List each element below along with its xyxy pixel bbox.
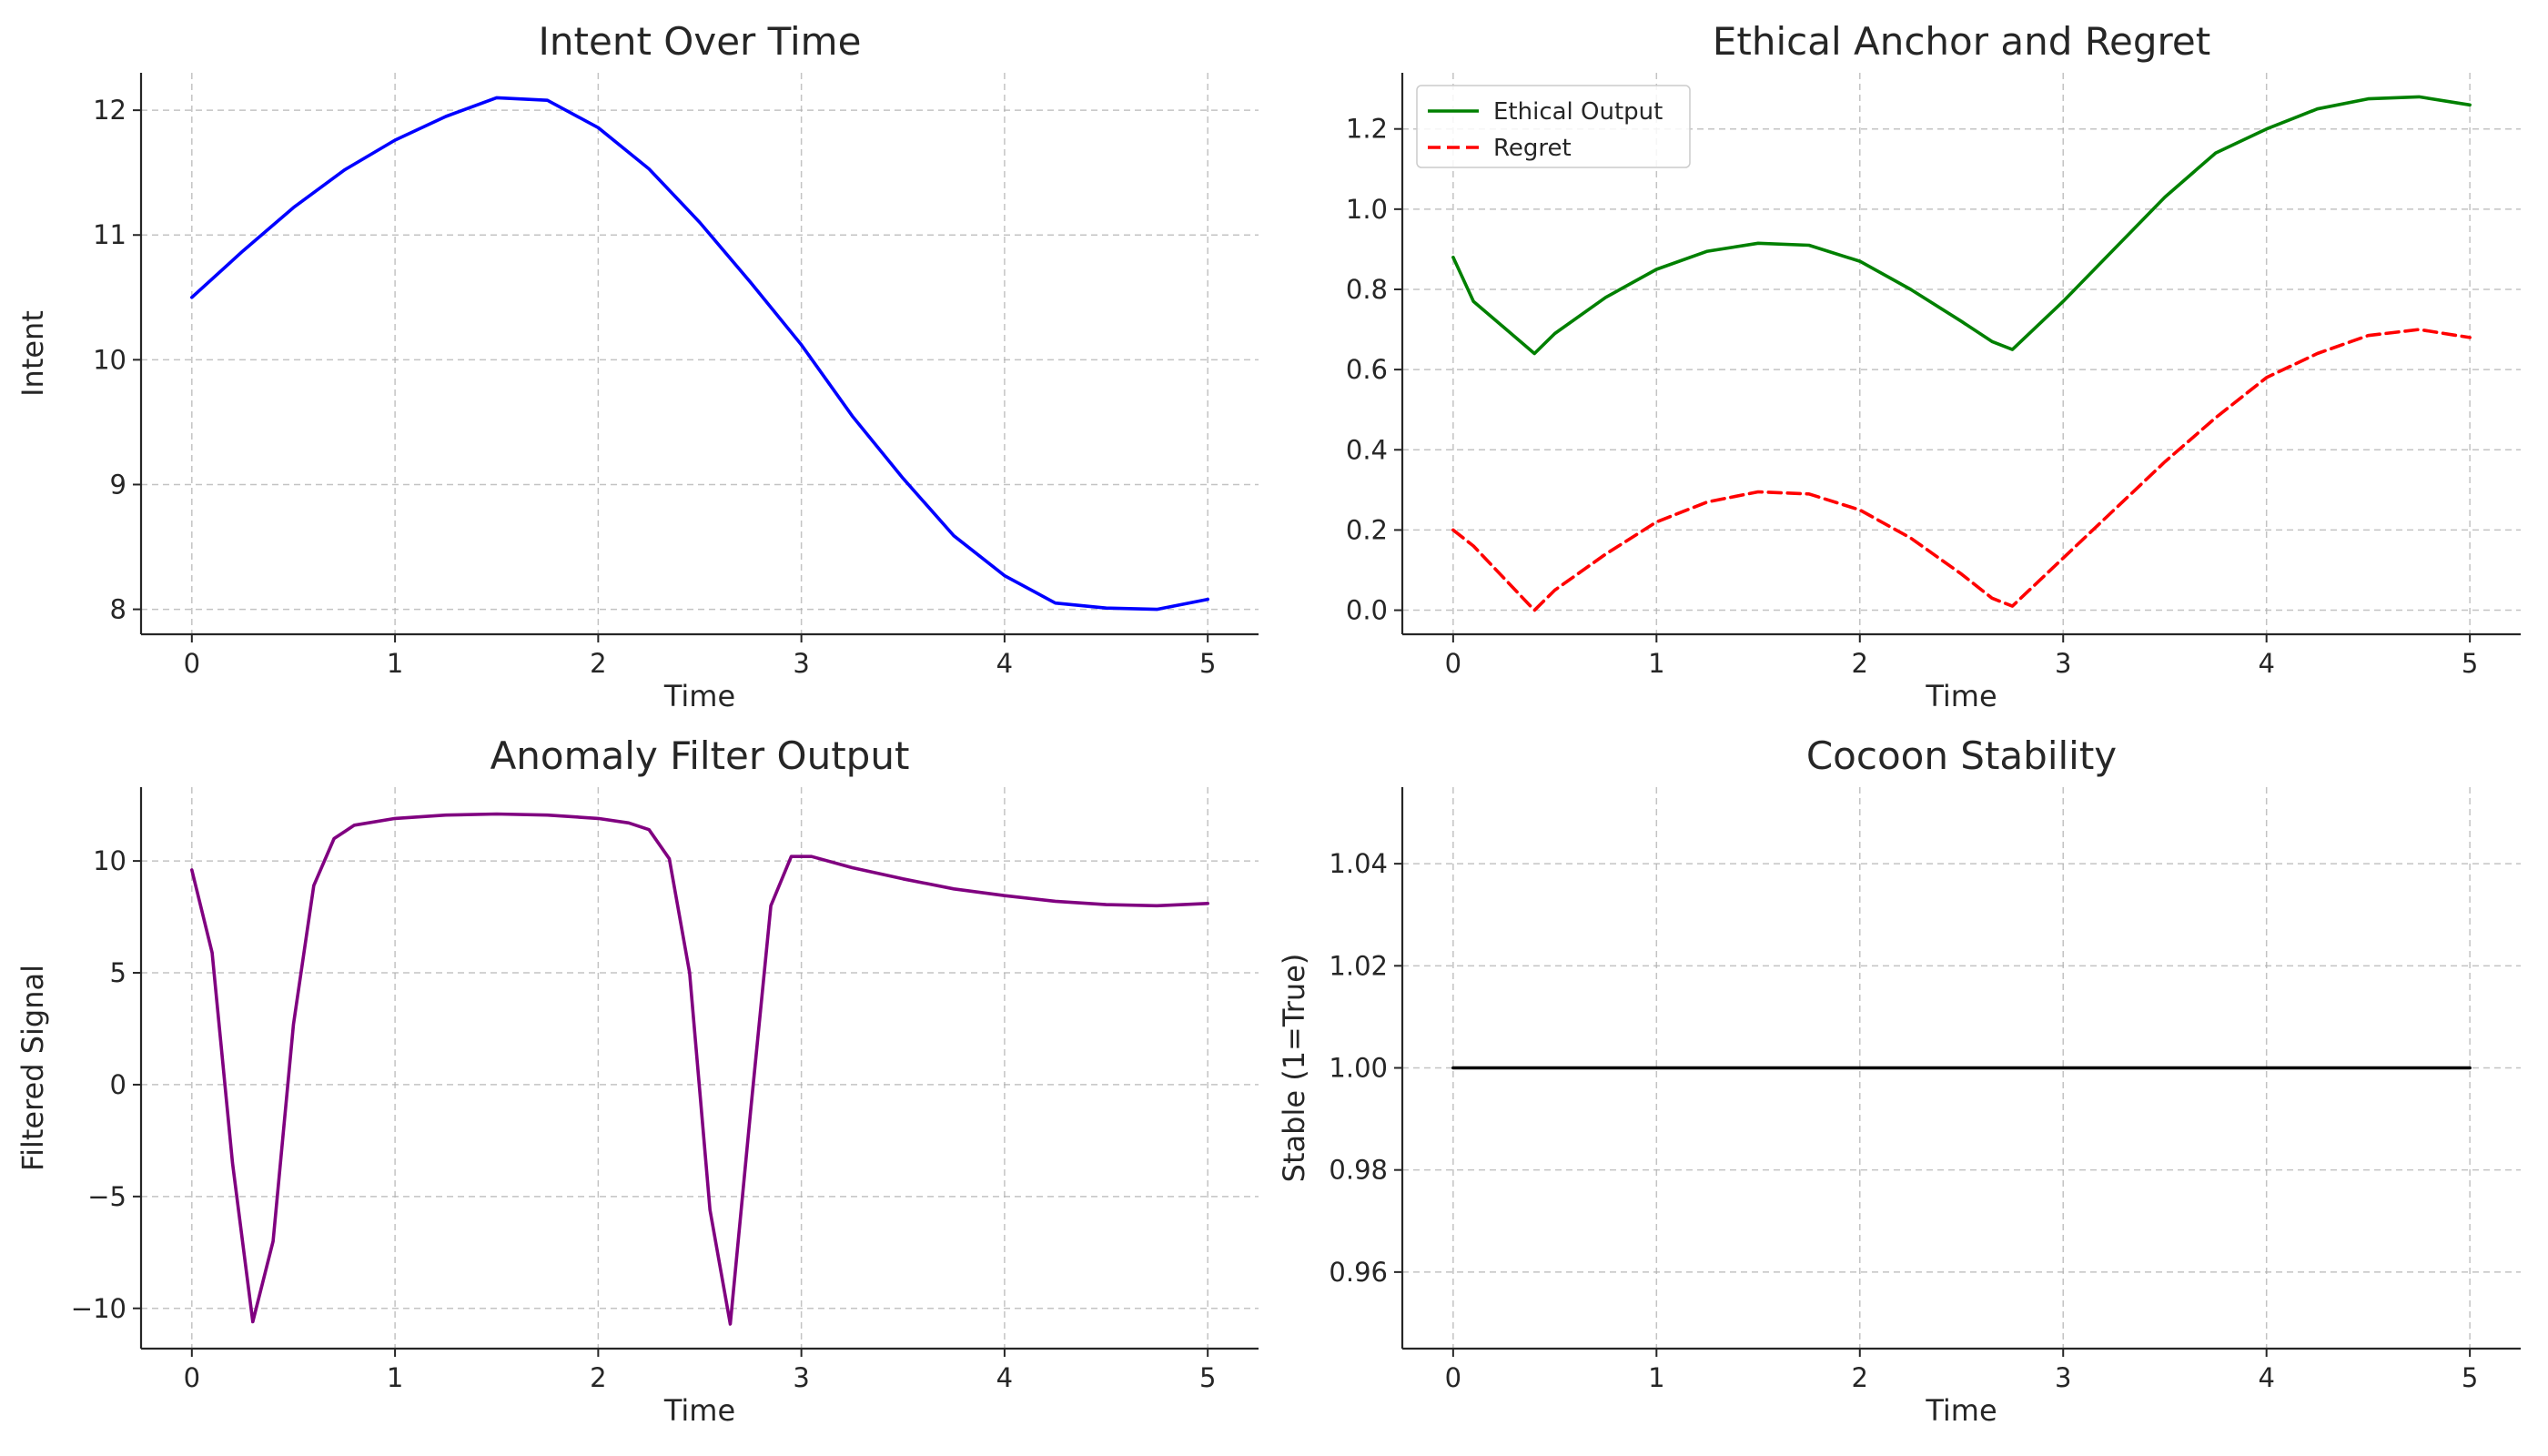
y-tick-label: 0.2 [1346, 514, 1388, 545]
x-tick-label: 3 [793, 1362, 809, 1393]
y-tick-label: −5 [87, 1181, 126, 1212]
x-tick-label: 1 [1648, 648, 1664, 679]
chart-title: Cocoon Stability [1806, 733, 2117, 778]
chart-panel-2: 0 1 2 3 4 5 0.0 0.2 0.4 0.6 0.8 1.0 1.2 Ethical Ancho… [1346, 19, 2521, 713]
x-tick-label: 3 [793, 648, 809, 679]
y-tick-label: 5 [110, 957, 126, 988]
y-tick-label: 0.98 [1329, 1155, 1388, 1186]
x-tick-label: 2 [1852, 1362, 1868, 1393]
x-tick-label: 1 [387, 1362, 403, 1393]
x-tick-label: 5 [1199, 1362, 1216, 1393]
chart-panel-3: 0 1 2 3 4 5 −10 −5 0 5 10 Anomaly Filter Output Time… [15, 733, 1259, 1428]
series-line-2 [1451, 328, 2472, 612]
y-tick-label: 0.4 [1346, 434, 1388, 465]
y-tick-label: 0.96 [1329, 1257, 1388, 1288]
y-tick-label: 1.00 [1329, 1053, 1388, 1084]
y-tick-label: 0 [110, 1069, 126, 1100]
y-axis-label: Intent [15, 310, 50, 397]
y-tick-label: 1.2 [1346, 114, 1388, 145]
y-tick-label: 8 [110, 594, 126, 625]
x-axis-label: Time [1925, 679, 1997, 713]
x-tick-label: 5 [2462, 648, 2478, 679]
x-tick-label: 0 [184, 648, 200, 679]
x-tick-label: 0 [184, 1362, 200, 1393]
y-tick-label: 9 [110, 469, 126, 500]
chart-title: Anomaly Filter Output [490, 733, 910, 778]
y-tick-label: 0.0 [1346, 595, 1388, 626]
x-tick-label: 1 [387, 648, 403, 679]
y-axis-label: Stable (1=True) [1277, 954, 1311, 1183]
x-tick-label: 4 [996, 648, 1013, 679]
x-axis-label: Time [663, 1393, 735, 1428]
legend-box [1416, 85, 1691, 168]
x-axis-label: Time [663, 679, 735, 713]
x-axis-label: Time [1925, 1393, 1997, 1428]
x-tick-label: 4 [996, 1362, 1013, 1393]
legend-label-1: Ethical Output [1493, 98, 1663, 126]
x-tick-label: 0 [1445, 648, 1461, 679]
x-tick-label: 0 [1445, 1362, 1461, 1393]
y-tick-label: 0.8 [1346, 274, 1388, 305]
chart-title: Intent Over Time [539, 19, 862, 64]
x-tick-label: 2 [1852, 648, 1868, 679]
y-tick-label: 10 [93, 845, 126, 876]
y-tick-label: 11 [93, 219, 126, 250]
y-tick-label: 1.0 [1346, 194, 1388, 225]
y-tick-label: 0.6 [1346, 354, 1388, 385]
x-tick-label: 4 [2258, 648, 2274, 679]
y-tick-label: 10 [93, 344, 126, 375]
x-tick-label: 2 [590, 648, 606, 679]
x-tick-label: 1 [1648, 1362, 1664, 1393]
series-line-1 [1451, 95, 2472, 356]
x-tick-label: 3 [2055, 648, 2071, 679]
legend: Ethical Output Regret [1416, 85, 1691, 168]
x-tick-label: 5 [2462, 1362, 2478, 1393]
x-tick-label: 3 [2055, 1362, 2071, 1393]
legend-label-2: Regret [1493, 135, 1572, 162]
x-tick-label: 2 [590, 1362, 606, 1393]
y-tick-label: 12 [93, 95, 126, 126]
chart-title: Ethical Anchor and Regret [1713, 19, 2210, 64]
y-tick-label: 1.02 [1329, 950, 1388, 981]
y-tick-label: 1.04 [1329, 848, 1388, 879]
series-line-1 [190, 812, 1209, 1326]
x-tick-label: 5 [1199, 648, 1216, 679]
series-line-1 [190, 96, 1209, 612]
y-tick-label: −10 [71, 1293, 126, 1324]
chart-panel-4: 0 1 2 3 4 5 0.96 0.98 1.00 1.02 1.04 Cocoon Stabili… [1277, 733, 2521, 1428]
y-axis-label: Filtered Signal [15, 965, 50, 1171]
x-tick-label: 4 [2258, 1362, 2274, 1393]
